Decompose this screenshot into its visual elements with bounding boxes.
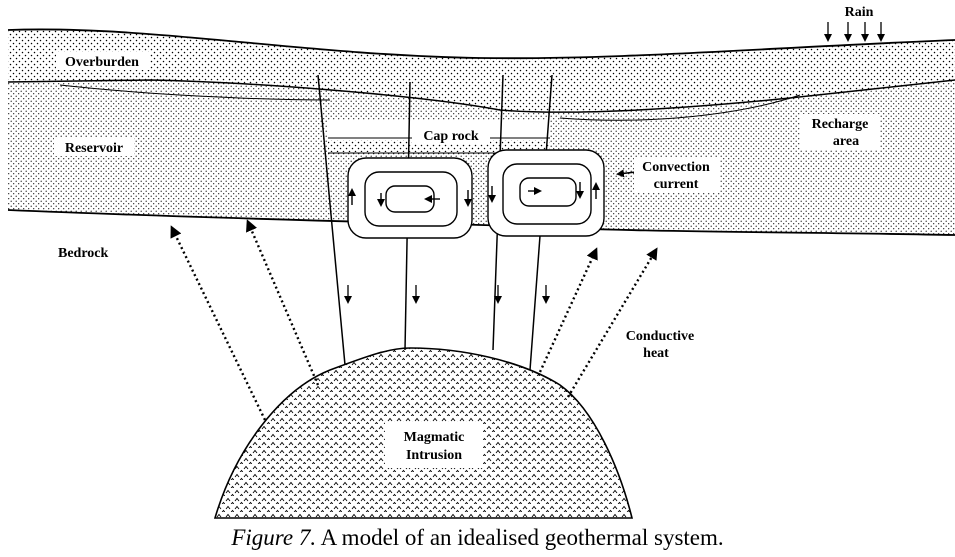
geothermal-diagram: Rain Overburden Reservoir Cap rock Recha… [7, 5, 955, 519]
figure-caption: Figure 7. A model of an idealised geothe… [0, 525, 955, 551]
recharge-area-label-line2: area [833, 134, 859, 149]
conductive-heat-label-line1: Conductive [626, 329, 694, 344]
rain-arrows [824, 22, 885, 42]
conductive-heat-arrows [170, 219, 658, 421]
convection-current-label-line2: current [654, 177, 699, 192]
magmatic-intrusion-label-line2: Intrusion [406, 448, 462, 463]
overburden-layer [8, 29, 955, 113]
convection-pointer-arrow [616, 169, 637, 178]
ground-surface-line [7, 28, 955, 60]
overburden-base-line [7, 79, 955, 114]
bedrock-label: Bedrock [58, 246, 109, 261]
overburden-label: Overburden [65, 55, 139, 70]
recharge-area-label-line1: Recharge [812, 117, 869, 132]
magmatic-intrusion-label-line1: Magmatic [404, 430, 465, 445]
convection-cell-left [347, 157, 473, 239]
reservoir-layer [8, 80, 955, 235]
fault-line-1 [317, 74, 346, 366]
reservoir-label: Reservoir [65, 141, 123, 156]
convection-cell-right [487, 149, 605, 237]
cap-rock-label: Cap rock [423, 129, 479, 144]
rain-label: Rain [845, 5, 874, 20]
figure-number: Figure 7. [231, 525, 317, 550]
conductive-heat-label-line2: heat [643, 346, 669, 361]
figure-caption-text: A model of an idealised geothermal syste… [316, 525, 724, 550]
convection-current-label-line1: Convection [642, 160, 710, 175]
